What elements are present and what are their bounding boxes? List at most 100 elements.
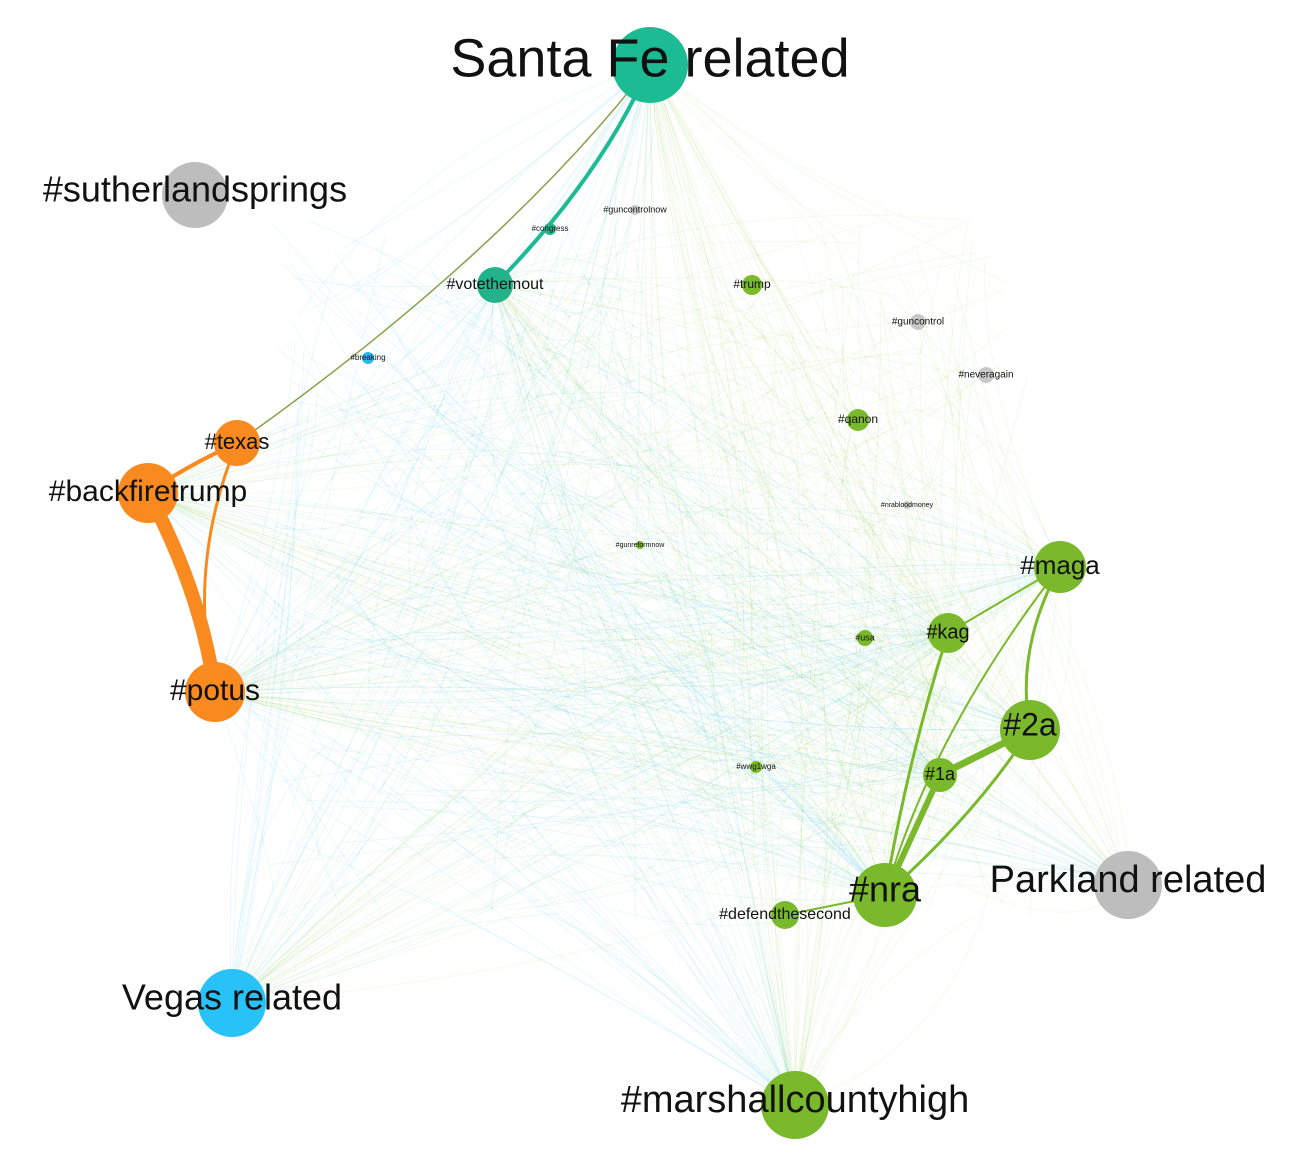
edge: [231, 543, 485, 1004]
edge: [649, 64, 813, 569]
edge: [231, 813, 593, 1004]
edge: [214, 381, 318, 693]
node: [1094, 851, 1162, 919]
edge: [494, 277, 803, 343]
edge: [214, 601, 533, 693]
edge: [147, 492, 850, 595]
edge: [543, 64, 651, 596]
edge: [401, 507, 1061, 568]
edge: [544, 566, 1061, 679]
edge: [794, 617, 829, 1106]
node-label: #1a: [925, 764, 956, 784]
edge: [339, 663, 886, 896]
edge: [718, 438, 886, 896]
edge: [202, 441, 239, 694]
node: [978, 367, 994, 383]
edge: [685, 422, 1061, 568]
edge: [285, 377, 1129, 886]
edge: [494, 284, 897, 871]
edge: [147, 492, 568, 796]
edge: [408, 284, 496, 591]
edge: [214, 691, 935, 767]
edge: [231, 382, 299, 1004]
edge: [231, 617, 745, 1004]
edge: [555, 594, 886, 896]
edge: [147, 492, 645, 753]
edge: [231, 725, 735, 1004]
edge: [524, 566, 1061, 800]
edge: [214, 352, 815, 693]
edge: [292, 276, 496, 287]
edge: [737, 408, 941, 776]
edge: [649, 64, 798, 514]
edge: [634, 64, 651, 916]
edge: [819, 270, 941, 776]
edge: [494, 284, 914, 847]
edge: [649, 64, 809, 774]
edge: [914, 245, 958, 634]
node-label: #marshallcountyhigh: [621, 1079, 970, 1121]
node-label: #congress: [532, 224, 569, 233]
edge: [214, 691, 736, 756]
edge: [214, 604, 555, 694]
edge: [711, 270, 886, 896]
edge: [425, 897, 796, 1106]
edge: [794, 272, 855, 1106]
edge: [611, 894, 886, 926]
edge: [492, 64, 651, 647]
edge: [147, 492, 456, 614]
edge: [490, 64, 651, 917]
edge: [214, 450, 676, 693]
edge: [806, 632, 949, 907]
edge: [575, 843, 1129, 886]
edge: [649, 64, 849, 413]
edge: [494, 284, 874, 907]
edge: [214, 634, 489, 693]
edge: [839, 281, 1031, 731]
edge: [147, 492, 909, 701]
node-label: Parkland related: [990, 859, 1267, 901]
edge: [414, 497, 1031, 731]
edge: [649, 64, 932, 549]
edge: [368, 284, 496, 693]
edge: [214, 691, 1006, 841]
edge: [463, 679, 1129, 886]
edge: [494, 284, 591, 583]
edge: [214, 691, 588, 895]
edge: [344, 384, 796, 1106]
edge: [739, 632, 949, 844]
edge: [657, 657, 1129, 886]
edge: [366, 279, 796, 1106]
edge: [494, 258, 637, 288]
edge: [774, 539, 1129, 886]
edge: [506, 774, 941, 911]
edge: [439, 625, 949, 692]
edge: [419, 651, 796, 1106]
edge: [214, 509, 842, 693]
edge: [494, 284, 982, 497]
node-label: Santa Fe related: [450, 28, 849, 88]
edge: [147, 492, 964, 819]
edge: [796, 729, 1031, 853]
edge: [471, 627, 1129, 886]
edge: [648, 611, 1129, 886]
edge: [549, 729, 1031, 818]
edge: [428, 64, 651, 616]
edge: [531, 782, 886, 896]
edge: [280, 632, 949, 782]
edge: [794, 491, 828, 1106]
edge: [309, 703, 886, 896]
edge: [393, 811, 796, 1106]
edge: [582, 275, 1031, 731]
edge: [573, 495, 1129, 886]
node-label: #2a: [1003, 706, 1057, 742]
edge: [214, 340, 296, 693]
edge: [702, 422, 796, 1106]
edge: [565, 228, 886, 896]
node: [477, 267, 513, 303]
edge: [507, 621, 886, 896]
edge: [353, 284, 496, 309]
edge: [214, 630, 841, 693]
edge: [511, 548, 949, 634]
edge: [634, 632, 949, 688]
